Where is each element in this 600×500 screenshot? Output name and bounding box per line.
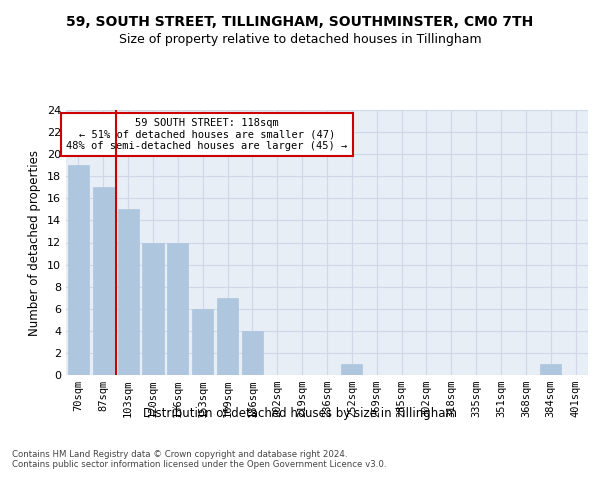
- Bar: [217, 298, 238, 375]
- Bar: [167, 242, 188, 375]
- Bar: [341, 364, 362, 375]
- Text: 59, SOUTH STREET, TILLINGHAM, SOUTHMINSTER, CM0 7TH: 59, SOUTH STREET, TILLINGHAM, SOUTHMINST…: [67, 15, 533, 29]
- Text: Size of property relative to detached houses in Tillingham: Size of property relative to detached ho…: [119, 32, 481, 46]
- Bar: [192, 308, 213, 375]
- Bar: [68, 165, 89, 375]
- Text: Contains HM Land Registry data © Crown copyright and database right 2024.
Contai: Contains HM Land Registry data © Crown c…: [12, 450, 386, 469]
- Bar: [242, 331, 263, 375]
- Text: Distribution of detached houses by size in Tillingham: Distribution of detached houses by size …: [143, 408, 457, 420]
- Bar: [118, 210, 139, 375]
- Text: 59 SOUTH STREET: 118sqm
← 51% of detached houses are smaller (47)
48% of semi-de: 59 SOUTH STREET: 118sqm ← 51% of detache…: [67, 118, 347, 151]
- Bar: [93, 188, 114, 375]
- Bar: [142, 242, 164, 375]
- Bar: [540, 364, 561, 375]
- Y-axis label: Number of detached properties: Number of detached properties: [28, 150, 41, 336]
